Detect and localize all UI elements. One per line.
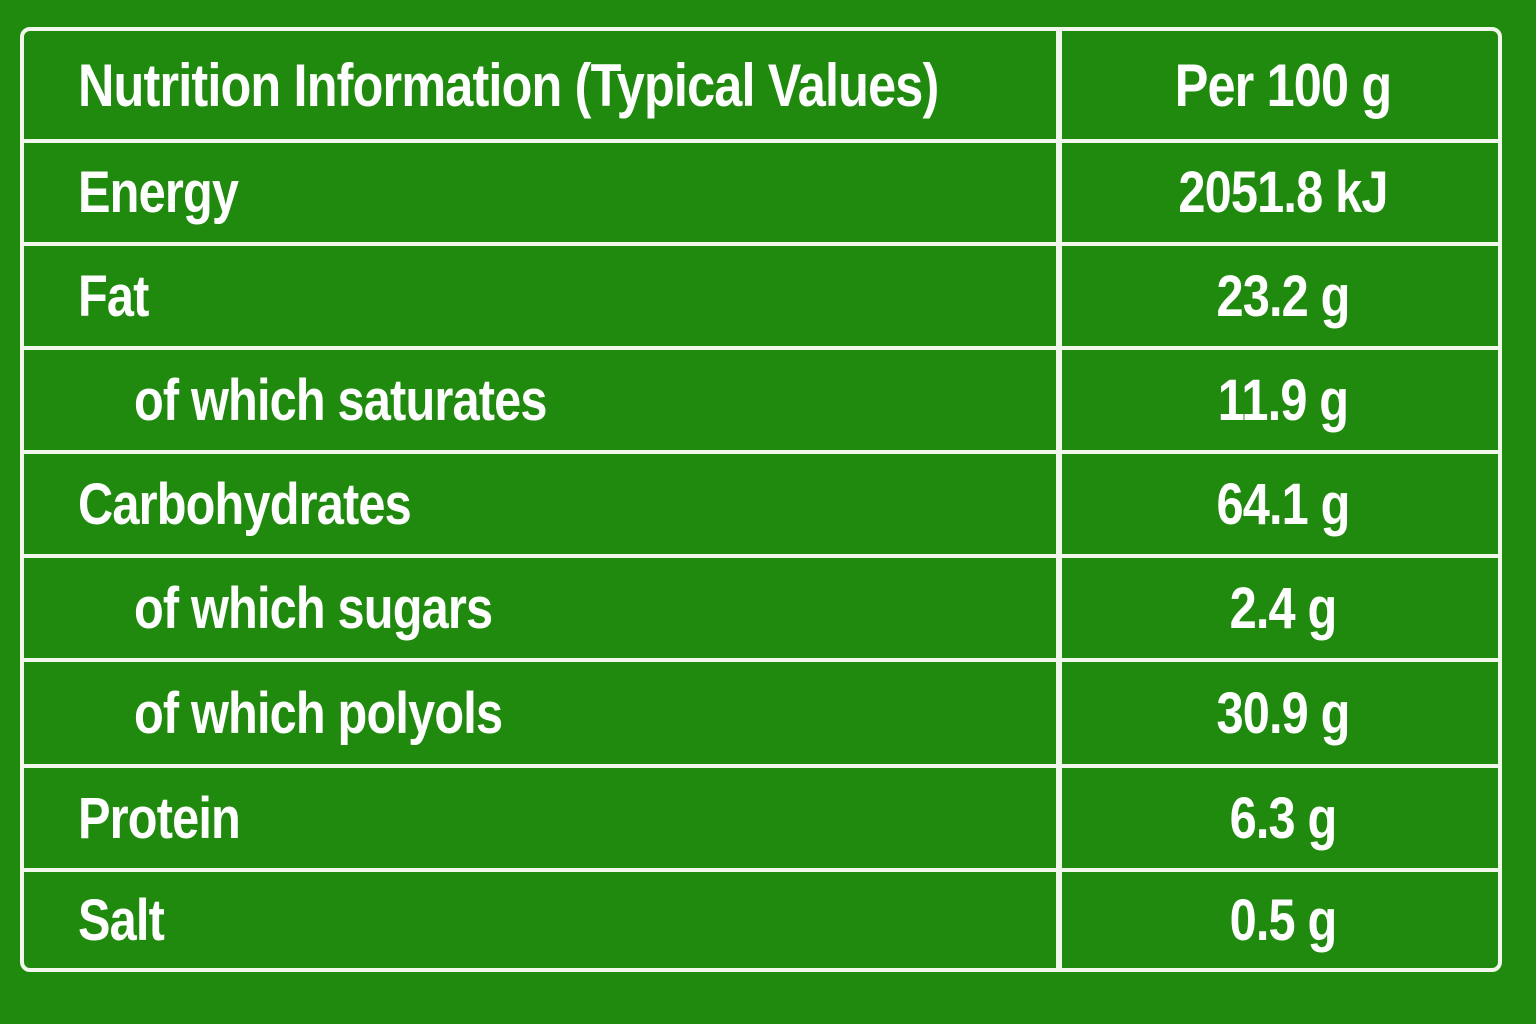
row-divider: [24, 242, 1498, 246]
row-value: 30.9 g: [1216, 680, 1350, 746]
row-divider: [24, 346, 1498, 350]
row-divider: [24, 139, 1498, 143]
column-divider: [1056, 31, 1062, 968]
row-label: Fat: [78, 263, 149, 329]
row-value: 0.5 g: [1229, 887, 1338, 953]
row-value: 23.2 g: [1216, 263, 1350, 329]
table-row-fat: Fat 23.2 g: [24, 246, 1498, 346]
table-header-row: Nutrition Information (Typical Values) P…: [24, 31, 1498, 139]
table-row-sugars: of which sugars 2.4 g: [24, 558, 1498, 658]
row-value: 2.4 g: [1229, 575, 1338, 641]
table-row-salt: Salt 0.5 g: [24, 872, 1498, 968]
row-divider: [24, 450, 1498, 454]
nutrition-table: Nutrition Information (Typical Values) P…: [20, 27, 1502, 972]
header-label: Nutrition Information (Typical Values): [78, 51, 939, 119]
row-label: Protein: [78, 785, 241, 851]
row-divider: [24, 868, 1498, 872]
row-label: Carbohydrates: [78, 471, 412, 537]
row-label: Energy: [78, 160, 239, 225]
row-divider: [24, 554, 1498, 558]
row-label: of which sugars: [134, 575, 493, 641]
row-divider: [24, 658, 1498, 662]
row-value: 64.1 g: [1216, 471, 1350, 537]
table-row-carbohydrates: Carbohydrates 64.1 g: [24, 454, 1498, 554]
header-value: Per 100 g: [1174, 51, 1392, 119]
row-divider: [24, 764, 1498, 768]
row-label: of which polyols: [134, 680, 503, 746]
table-row-protein: Protein 6.3 g: [24, 768, 1498, 868]
row-value: 6.3 g: [1229, 785, 1338, 851]
row-label: of which saturates: [134, 367, 547, 433]
row-value: 11.9 g: [1217, 367, 1349, 433]
table-row-saturates: of which saturates 11.9 g: [24, 350, 1498, 450]
row-label: Salt: [78, 887, 165, 953]
table-row-energy: Energy 2051.8 kJ: [24, 143, 1498, 242]
row-value: 2051.8 kJ: [1178, 160, 1388, 225]
table-row-polyols: of which polyols 30.9 g: [24, 662, 1498, 764]
